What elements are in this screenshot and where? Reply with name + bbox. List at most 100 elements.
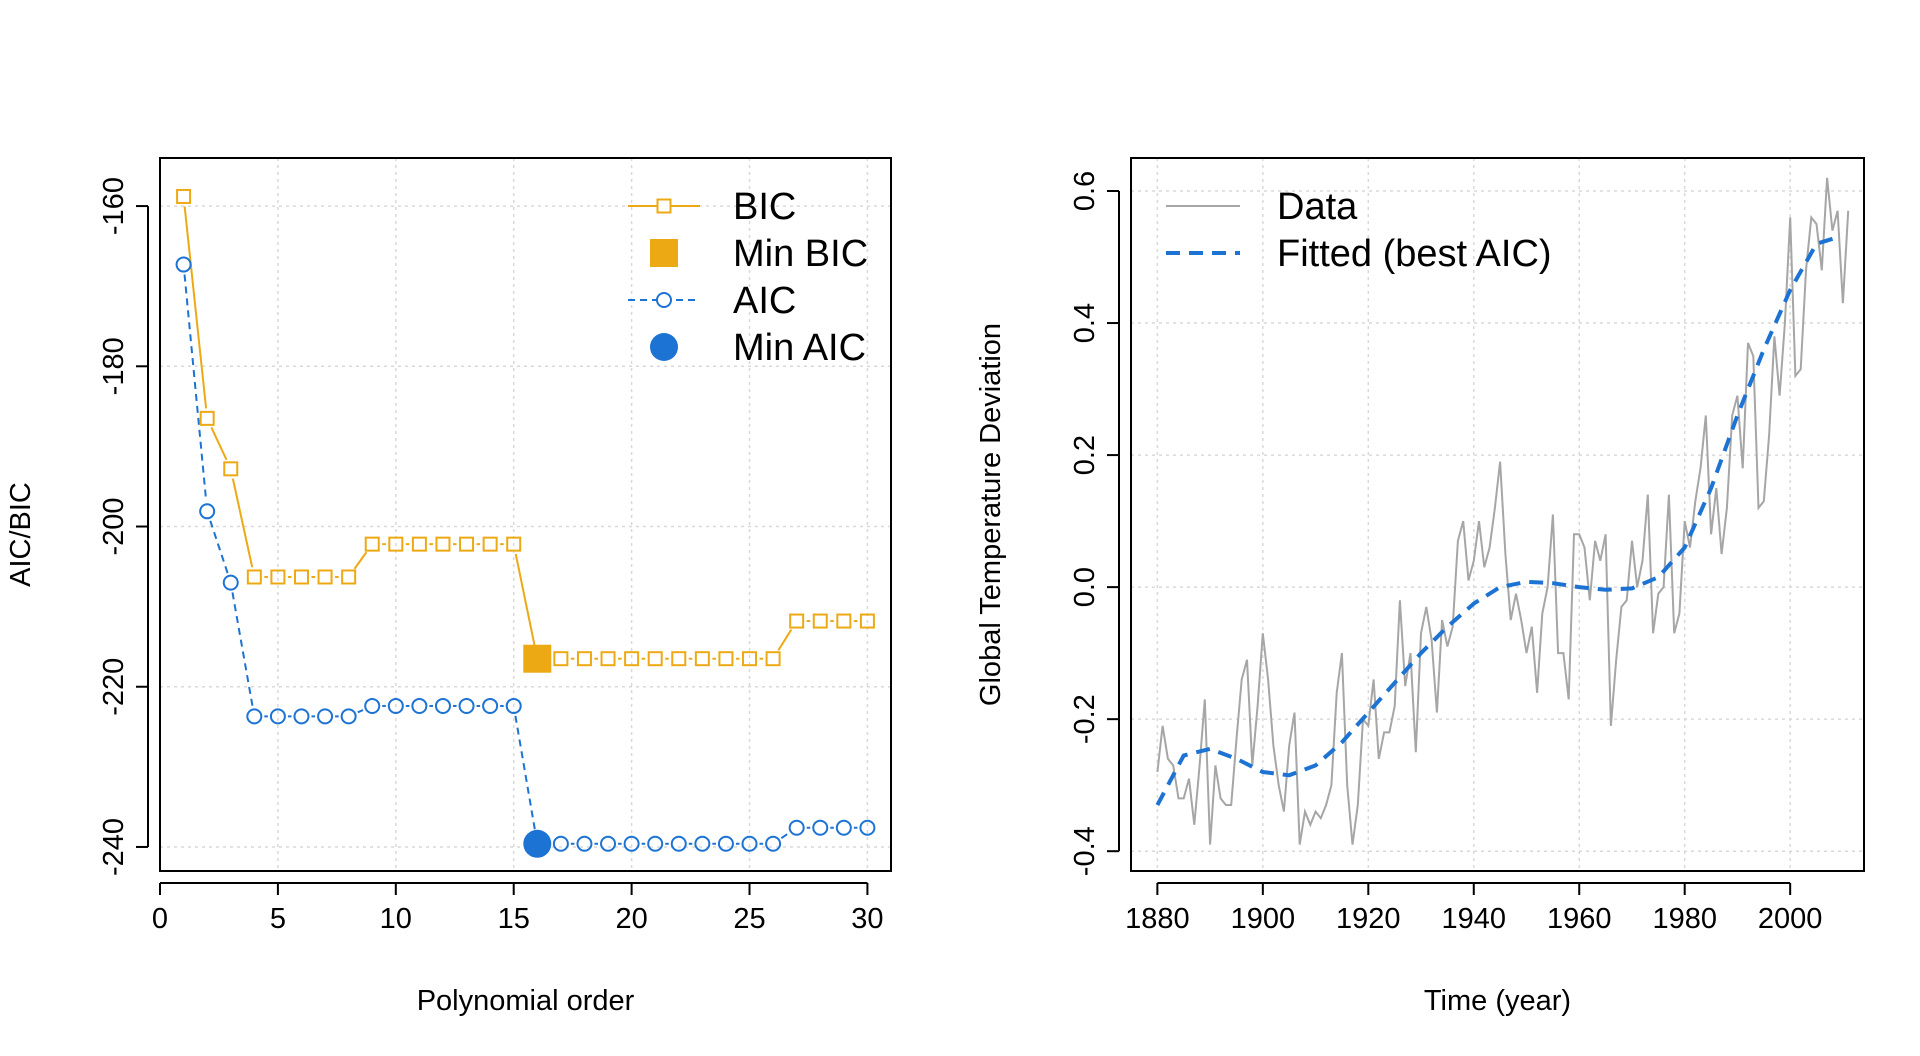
bic-line-segment: [514, 553, 537, 650]
right-axes: 1880 1900 1920 1940 1960 1980 2000 0.6 0.4 0.2 0.0…: [1069, 171, 1822, 935]
bic-point: [671, 651, 687, 667]
legend-data-label: Data: [1277, 186, 1358, 228]
bic-point: [435, 536, 451, 552]
left-x-tick-label: 10: [380, 903, 412, 935]
bic-point: [364, 536, 380, 552]
bic-point: [411, 536, 427, 552]
left-series-lines: [183, 206, 858, 845]
bic-point: [742, 651, 758, 667]
left-x-tick-label: 25: [733, 903, 765, 935]
aic-point: [505, 697, 522, 714]
aic-point: [482, 697, 499, 714]
legend-fitted-label: Fitted (best AIC): [1277, 233, 1552, 275]
bic-point: [600, 651, 616, 667]
left-y-tick-label: -200: [98, 497, 130, 555]
right-x-tick-label: 1920: [1336, 903, 1401, 935]
aic-point: [835, 819, 852, 836]
aic-point: [694, 835, 711, 852]
aic-point: [741, 835, 758, 852]
left-x-axis-title: Polynomial order: [417, 985, 635, 1017]
left-markers: [175, 188, 876, 858]
legend-aic-marker: [656, 292, 672, 308]
right-plot-frame: [1130, 157, 1865, 872]
left-x-tick-label: 5: [270, 903, 286, 935]
aic-line-segment: [357, 709, 364, 714]
left-x-tick-label: 30: [851, 903, 883, 935]
right-x-tick-label: 1880: [1125, 903, 1190, 935]
bic-point: [199, 410, 215, 426]
right-x-tick-label: 1960: [1547, 903, 1612, 935]
aic-point: [552, 835, 569, 852]
aic-point: [788, 819, 805, 836]
right-x-tick-label: 1980: [1652, 903, 1717, 935]
aic-line-segment: [514, 715, 537, 835]
right-x-axis-title: Time (year): [1424, 985, 1571, 1017]
bic-point: [765, 651, 781, 667]
legend-min-bic-label: Min BIC: [733, 233, 868, 275]
left-y-tick-label: -220: [98, 658, 130, 716]
left-y-tick-label: -160: [98, 177, 130, 235]
aic-point: [387, 697, 404, 714]
bic-point: [624, 651, 640, 667]
bic-point: [553, 651, 569, 667]
aic-point: [812, 819, 829, 836]
legend-min-aic-marker: [650, 333, 678, 361]
bic-point: [647, 651, 663, 667]
right-y-tick-label: -0.2: [1069, 694, 1101, 744]
left-axes: 0 5 10 15 20 25 30 -160 -180 -200 -220 -240: [98, 177, 884, 935]
aic-point: [576, 835, 593, 852]
bic-point: [694, 651, 710, 667]
aic-point: [317, 708, 334, 725]
right-series-lines: [1155, 177, 1850, 845]
min-bic-point: [523, 644, 552, 673]
bic-line-segment: [777, 628, 793, 651]
bic-point: [459, 536, 475, 552]
bic-point: [812, 613, 828, 629]
bic-line-segment: [210, 427, 228, 461]
bic-point: [317, 569, 333, 585]
bic-point: [341, 569, 357, 585]
aic-point: [246, 708, 263, 725]
data-series-line: [1156, 177, 1850, 845]
aic-point: [859, 819, 876, 836]
bic-point: [176, 188, 192, 204]
bic-point: [576, 651, 592, 667]
legend-min-aic-label: Min AIC: [733, 327, 866, 369]
min-aic-point: [523, 829, 552, 858]
right-x-tick-label: 2000: [1758, 903, 1823, 935]
aic-point: [647, 835, 664, 852]
right-y-tick-label: 0.6: [1069, 171, 1101, 211]
aic-point: [458, 697, 475, 714]
legend-bic-marker: [656, 198, 672, 214]
right-y-tick-label: 0.0: [1069, 567, 1101, 607]
aic-line-segment: [231, 592, 254, 707]
aic-point: [340, 708, 357, 725]
aic-bic-panel: 0 5 10 15 20 25 30 -160 -180 -200 -220 -240 Polynom…: [5, 157, 892, 1017]
bic-point: [859, 613, 875, 629]
bic-line-segment: [183, 206, 208, 409]
aic-line-segment: [183, 274, 208, 502]
temperature-panel: 1880 1900 1920 1940 1960 1980 2000 0.6 0.4 0.2 0.0…: [975, 157, 1865, 1017]
bic-line-segment: [353, 551, 368, 570]
bic-point: [836, 613, 852, 629]
bic-point: [506, 536, 522, 552]
bic-point: [270, 569, 286, 585]
aic-point: [364, 697, 381, 714]
right-y-tick-label: -0.4: [1069, 826, 1101, 876]
aic-point: [222, 574, 239, 591]
left-legend: BIC Min BIC AIC Min AIC: [628, 186, 868, 369]
right-x-tick-label: 1900: [1231, 903, 1296, 935]
aic-point: [199, 503, 216, 520]
right-y-tick-label: 0.2: [1069, 435, 1101, 475]
right-legend: Data Fitted (best AIC): [1166, 186, 1552, 275]
aic-point: [293, 708, 310, 725]
aic-point: [269, 708, 286, 725]
left-y-tick-label: -240: [98, 818, 130, 876]
left-y-tick-label: -180: [98, 337, 130, 395]
bic-point: [293, 569, 309, 585]
aic-line-segment: [780, 832, 789, 839]
left-x-tick-label: 0: [152, 903, 168, 935]
bic-point: [789, 613, 805, 629]
aic-point: [765, 835, 782, 852]
aic-line-segment: [209, 520, 229, 574]
